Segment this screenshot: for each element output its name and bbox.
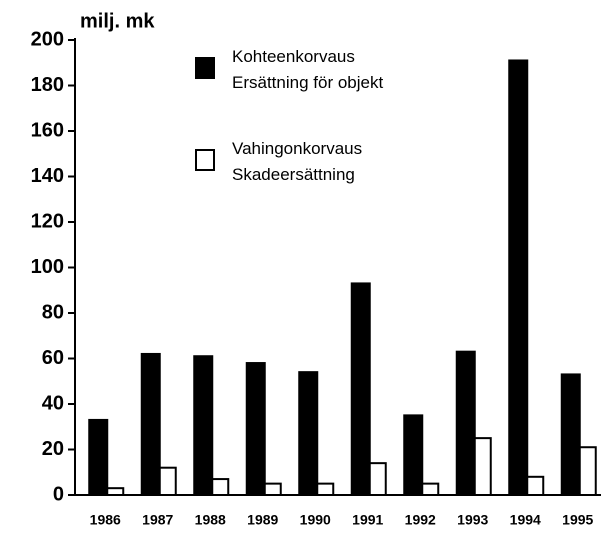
bar [245, 362, 266, 496]
legend-swatch [195, 57, 215, 79]
y-tick-label: 40 [42, 392, 64, 414]
x-tick-label: 1993 [457, 512, 488, 528]
bar [368, 462, 387, 496]
y-tick-label: 180 [31, 74, 64, 96]
bar [455, 350, 476, 496]
x-tick-label: 1991 [352, 512, 383, 528]
bar [350, 282, 371, 496]
bar [106, 487, 125, 496]
bar [473, 437, 492, 496]
x-tick-label: 1994 [510, 512, 541, 528]
y-tick-label: 160 [31, 119, 64, 141]
bar [88, 418, 109, 496]
x-tick-label: 1986 [90, 512, 121, 528]
bar [578, 446, 597, 497]
bar [316, 482, 335, 496]
y-tick-label: 80 [42, 301, 64, 323]
y-tick-label: 0 [53, 483, 64, 505]
x-tick-label: 1995 [562, 512, 593, 528]
y-axis-label: milj. mk [80, 10, 155, 32]
bar [298, 371, 319, 496]
bar [508, 59, 529, 496]
bar [211, 478, 230, 497]
bar [140, 352, 161, 497]
x-tick-label: 1992 [405, 512, 436, 528]
y-tick-label: 200 [31, 28, 64, 50]
bar [560, 373, 581, 496]
bar [158, 466, 177, 497]
x-tick-label: 1990 [300, 512, 331, 528]
x-tick-label: 1988 [195, 512, 226, 528]
y-tick-label: 20 [42, 438, 64, 460]
y-tick-label: 140 [31, 165, 64, 187]
x-tick-label: 1987 [142, 512, 173, 528]
y-tick-label: 100 [31, 256, 64, 278]
bar [403, 414, 424, 496]
y-tick-label: 120 [31, 210, 64, 232]
legend-swatch [195, 149, 215, 171]
legend-label: Kohteenkorvaus Ersättning för objekt [232, 47, 384, 92]
x-tick-label: 1989 [247, 512, 278, 528]
bar [263, 482, 282, 496]
bar [193, 355, 214, 496]
y-tick-label: 60 [42, 347, 64, 369]
bar [421, 482, 440, 496]
bar [526, 475, 545, 496]
legend-label: Vahingonkorvaus Skadeersättning [232, 139, 363, 184]
